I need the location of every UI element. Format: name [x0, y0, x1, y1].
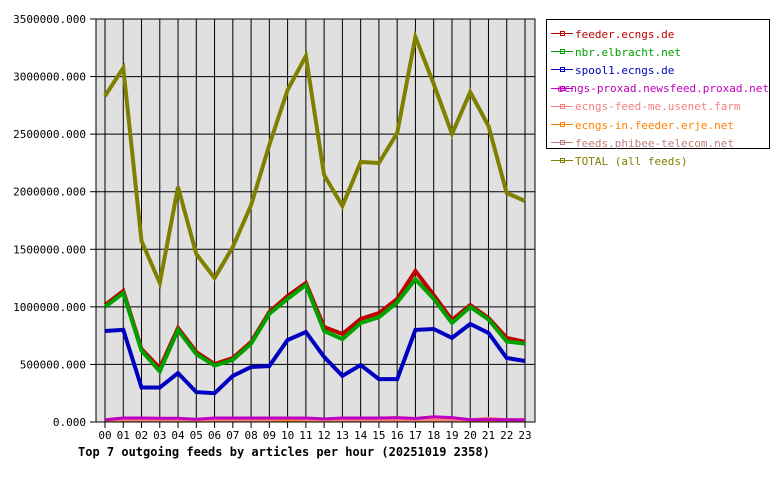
x-tick-label: 01 — [117, 429, 130, 442]
legend-item: nbr.elbracht.net — [551, 43, 769, 61]
series-line — [103, 276, 526, 375]
series-line — [103, 29, 526, 290]
chart-title: Top 7 outgoing feeds by articles per hou… — [78, 445, 490, 459]
x-tick-label: 04 — [171, 429, 185, 442]
y-tick-label: 0.000 — [53, 416, 86, 429]
plot-frame — [95, 18, 536, 423]
y-tick-label: 2500000.000 — [13, 128, 86, 141]
grid-lines — [96, 19, 535, 422]
x-tick-label: 23 — [518, 429, 531, 442]
legend-label: spool1.ecngs.de — [575, 63, 675, 77]
legend-item: feeder.ecngs.de — [551, 25, 769, 43]
series-lines — [103, 29, 526, 423]
legend-line-marker-icon — [551, 120, 573, 130]
x-tick-label: 20 — [464, 429, 477, 442]
legend-label: TOTAL (all feeds) — [575, 154, 688, 168]
x-tick-label: 06 — [208, 429, 221, 442]
series-line — [104, 415, 525, 422]
legend-item: spool1.ecngs.de — [551, 61, 769, 79]
x-tick-label: 05 — [190, 429, 203, 442]
legend-line-marker-icon — [551, 65, 573, 75]
legend-item: ecngs-feed-me.usenet.farm — [551, 98, 769, 116]
x-tick-label: 16 — [391, 429, 404, 442]
legend-label: ecngs-proxad.newsfeed.proxad.net — [557, 82, 769, 96]
x-tick-label: 21 — [482, 429, 495, 442]
x-tick-label: 10 — [281, 429, 294, 442]
legend-label: nbr.elbracht.net — [575, 45, 681, 59]
legend-line-marker-icon — [551, 47, 573, 57]
legend-label: feeder.ecngs.de — [575, 27, 675, 41]
x-tick-label: 14 — [354, 429, 368, 442]
legend-line-marker-icon — [551, 156, 573, 166]
series-line — [104, 321, 526, 396]
x-tick-label: 03 — [153, 429, 166, 442]
y-tick-label: 1500000.000 — [13, 243, 86, 256]
y-tick-label: 3000000.000 — [13, 71, 86, 84]
y-axis: 0.000 500000.000 1000000.000 1500000.000 200… — [13, 13, 96, 429]
x-tick-label: 07 — [226, 429, 239, 442]
legend-item: ecngs-in.feeder.erje.net — [551, 116, 769, 134]
y-tick-label: 3500000.000 — [13, 13, 86, 26]
y-tick-label: 1000000.000 — [13, 301, 86, 314]
x-tick-label: 12 — [318, 429, 331, 442]
legend-label: ecngs-in.feeder.erje.net — [575, 118, 734, 132]
x-tick-label: 19 — [445, 429, 458, 442]
x-tick-label: 15 — [372, 429, 385, 442]
legend: feeder.ecngs.de nbr.elbracht.net spool1.ec… — [546, 19, 770, 168]
legend-line-marker-icon — [551, 138, 573, 148]
legend-item: ecngs-proxad.newsfeed.proxad.net — [551, 80, 769, 98]
x-tick-label: 09 — [263, 429, 276, 442]
x-axis: 00 01 02 03 04 05 06 07 08 09 10 11 12 13 14 15 16 17 18 19… — [98, 422, 532, 442]
x-tick-label: 08 — [244, 429, 257, 442]
legend-label: ecngs-feed-me.usenet.farm — [575, 100, 741, 114]
x-tick-label: 11 — [299, 429, 312, 442]
x-tick-label: 18 — [427, 429, 440, 442]
legend-item: feeds.phibee-telecom.net — [551, 134, 769, 152]
y-tick-label: 2000000.000 — [13, 186, 86, 199]
legend-line-marker-icon — [551, 29, 573, 39]
x-tick-label: 22 — [500, 429, 513, 442]
legend-label: feeds.phibee-telecom.net — [575, 136, 734, 150]
x-tick-label: 13 — [336, 429, 349, 442]
legend-line-marker-icon — [551, 84, 573, 94]
legend-line-marker-icon — [551, 102, 573, 112]
y-tick-label: 500000.000 — [20, 358, 86, 371]
x-tick-label: 17 — [409, 429, 422, 442]
x-tick-label: 02 — [135, 429, 148, 442]
legend-item: TOTAL (all feeds) — [551, 152, 769, 170]
x-tick-label: 00 — [98, 429, 111, 442]
